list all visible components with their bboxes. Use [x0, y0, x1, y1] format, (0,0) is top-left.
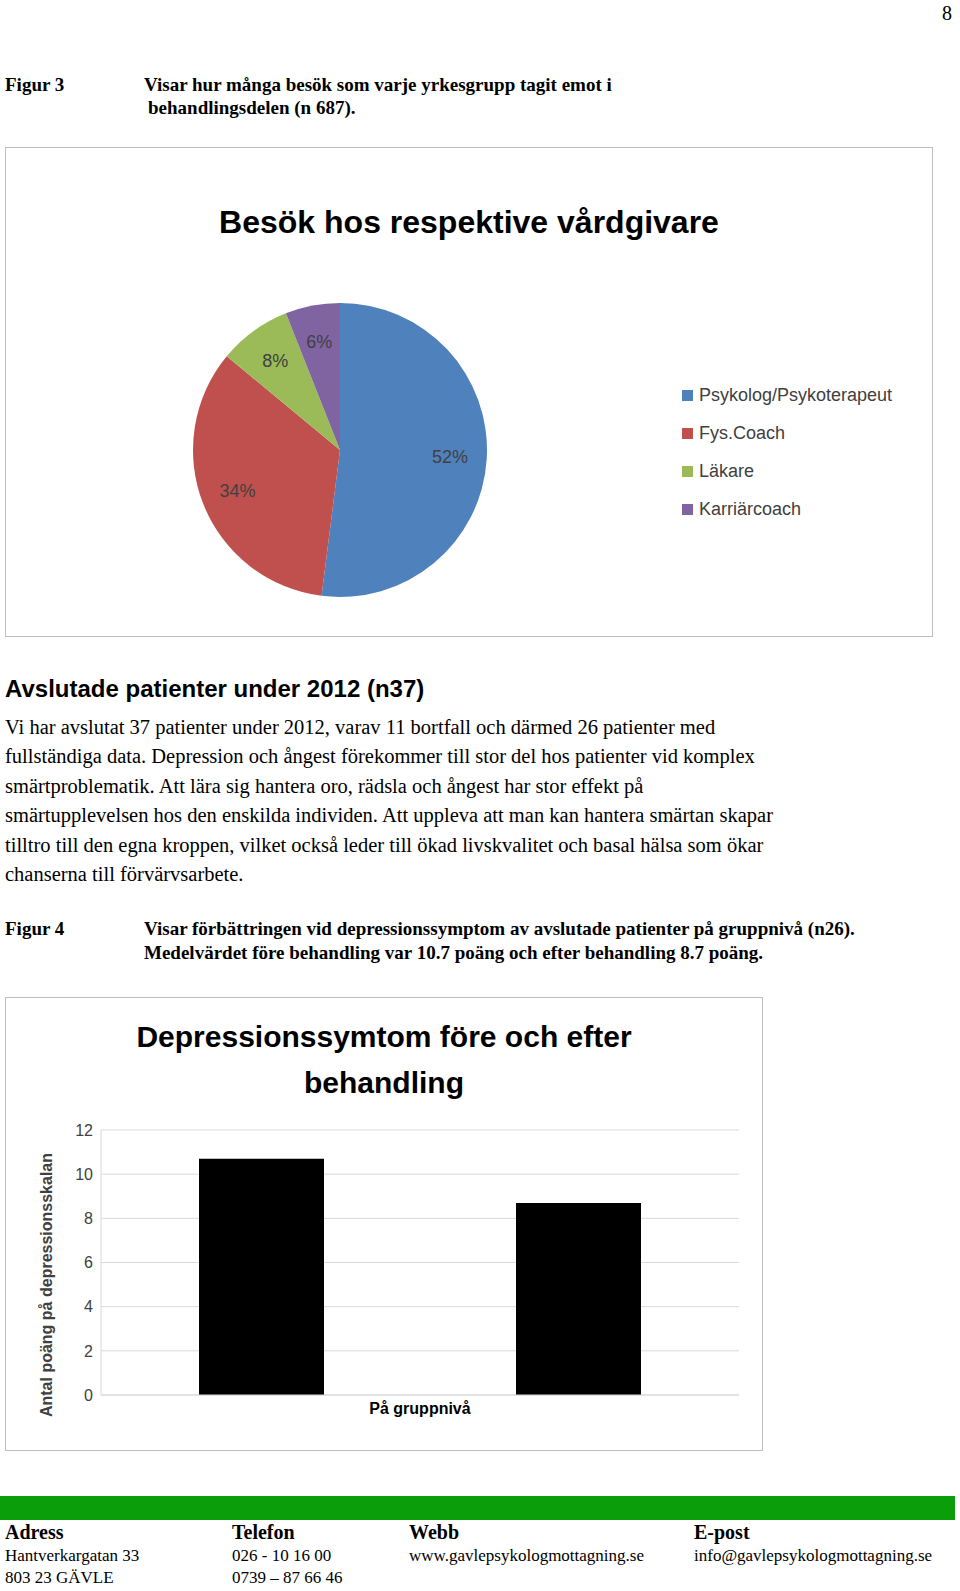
- html-text:Läkare: Läkare: [699, 460, 754, 481]
- html-text:fullständiga data. Depression: fullständiga data. Depression och ångest…: [5, 745, 755, 768]
- html-text:Karriärcoach: Karriärcoach: [699, 498, 801, 519]
- svg-text:6: 6: [84, 1254, 93, 1271]
- html-text:chanserna till förvärvsarbete.: chanserna till förvärvsarbete.: [5, 863, 244, 885]
- html-text:Vi har avslutat 37 patienter u: Vi har avslutat 37 patienter under 2012,…: [5, 716, 716, 738]
- svg-text:2: 2: [84, 1343, 93, 1360]
- svg-text:4: 4: [84, 1298, 93, 1315]
- svg-text:8%: 8%: [262, 351, 288, 371]
- html-text:Visar förbättringen vid depres: Visar förbättringen vid depressionssympt…: [144, 918, 855, 939]
- html-text:Avslutade patienter under 2012: Avslutade patienter under 2012 (n37): [5, 675, 425, 702]
- svg-text:10: 10: [75, 1166, 93, 1183]
- html-text:smärtupplevelsen hos den enski: smärtupplevelsen hos den enskilda indivi…: [5, 804, 773, 827]
- html-text:Telefon: Telefon: [232, 1521, 295, 1543]
- svg-text:12: 12: [75, 1122, 93, 1139]
- html-text:Besök hos respektive vårdgivar: Besök hos respektive vårdgivare: [219, 204, 719, 240]
- svg-text:0: 0: [84, 1387, 93, 1404]
- html-text:Hantverkargatan 33: Hantverkargatan 33: [5, 1546, 140, 1565]
- html-text:Psykolog/Psykoterapeut: Psykolog/Psykoterapeut: [699, 384, 893, 405]
- html-text:Fys.Coach: Fys.Coach: [699, 422, 785, 443]
- svg-text:6%: 6%: [306, 332, 332, 352]
- html-text:E-post: E-post: [694, 1521, 750, 1543]
- html-text:Figur 4: Figur 4: [5, 918, 65, 939]
- svg-text:På gruppnivå: På gruppnivå: [369, 1400, 470, 1417]
- html-text:Medelvärdet före behandling va: Medelvärdet före behandling var 10.7 poä…: [144, 942, 764, 963]
- svg-text:8: 8: [84, 1210, 93, 1227]
- html-text:8: 8: [942, 2, 952, 24]
- html-text:info@gavlepsykologmottagning.s: info@gavlepsykologmottagning.se: [694, 1546, 932, 1565]
- html-text:www.gavlepsykologmottagning.se: www.gavlepsykologmottagning.se: [409, 1546, 644, 1565]
- html-text:803 23 GÄVLE: 803 23 GÄVLE: [5, 1568, 114, 1587]
- html-text:Webb: Webb: [409, 1521, 459, 1543]
- html-text:Adress: Adress: [5, 1521, 64, 1543]
- svg-text:52%: 52%: [432, 447, 468, 467]
- html-text:0739 – 87 66 46: 0739 – 87 66 46: [232, 1568, 343, 1587]
- html-text:tilltro till den egna kroppen,: tilltro till den egna kroppen, vilket oc…: [5, 833, 764, 856]
- html-text:Depressionssymtom före och eft: Depressionssymtom före och efter behandl…: [136, 1020, 632, 1099]
- html-text:behandlingsdelen (n 687).: behandlingsdelen (n 687).: [148, 97, 356, 118]
- html-text:Figur 3: Figur 3: [5, 74, 65, 95]
- html-text:Visar hur många besök som varj: Visar hur många besök som varje yrkesgru…: [144, 74, 612, 95]
- html-text:Antal poäng på depressionsskal: Antal poäng på depressionsskalan: [38, 1153, 55, 1417]
- html-text:smärtproblematik. Att lära sig: smärtproblematik. Att lära sig hantera o…: [5, 774, 644, 797]
- svg-text:34%: 34%: [219, 481, 255, 501]
- html-text:026 - 10 16 00: 026 - 10 16 00: [232, 1546, 332, 1565]
